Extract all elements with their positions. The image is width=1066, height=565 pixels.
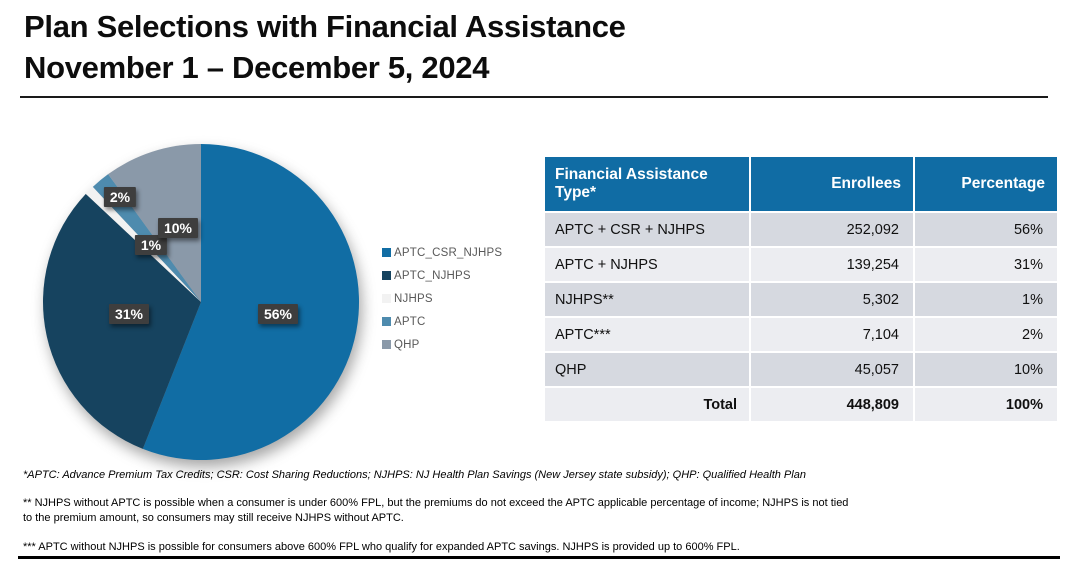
legend-item-njhps: NJHPS bbox=[382, 287, 502, 310]
table-header-row: Financial Assistance Type* Enrollees Per… bbox=[545, 157, 1057, 211]
table-row: NJHPS** 5,302 1% bbox=[545, 283, 1057, 316]
pie-label-aptc-njhps: 31% bbox=[108, 304, 150, 324]
legend-label: APTC_CSR_NJHPS bbox=[394, 246, 503, 259]
cell-total-label: Total bbox=[545, 388, 749, 421]
cell-percentage: 56% bbox=[915, 213, 1057, 246]
cell-type: APTC + CSR + NJHPS bbox=[545, 213, 749, 246]
table-row: APTC + NJHPS 139,254 31% bbox=[545, 248, 1057, 281]
cell-type: APTC + NJHPS bbox=[545, 248, 749, 281]
legend-item-qhp: QHP bbox=[382, 333, 502, 356]
cell-enrollees: 7,104 bbox=[751, 318, 913, 351]
legend-item-aptc: APTC bbox=[382, 310, 502, 333]
cell-enrollees: 5,302 bbox=[751, 283, 913, 316]
page-title-line2: November 1 – December 5, 2024 bbox=[24, 50, 490, 85]
table-row: APTC*** 7,104 2% bbox=[545, 318, 1057, 351]
pie-label-qhp: 10% bbox=[157, 218, 199, 238]
legend-label: APTC bbox=[394, 315, 426, 328]
cell-enrollees: 45,057 bbox=[751, 353, 913, 386]
page-title: Plan Selections with Financial Assistanc… bbox=[24, 6, 626, 88]
legend-swatch-icon bbox=[382, 248, 391, 257]
cell-total-percentage: 100% bbox=[915, 388, 1057, 421]
column-header-enrollees: Enrollees bbox=[751, 157, 913, 211]
pie-legend: APTC_CSR_NJHPS APTC_NJHPS NJHPS APTC QHP bbox=[382, 241, 502, 356]
legend-label: QHP bbox=[394, 338, 420, 351]
footnote-aptc-without-njhps: *** APTC without NJHPS is possible for c… bbox=[23, 541, 740, 553]
cell-type: NJHPS** bbox=[545, 283, 749, 316]
pie-label-aptc-csr-njhps: 56% bbox=[257, 304, 299, 324]
column-header-financial-assistance-type: Financial Assistance Type* bbox=[545, 157, 749, 211]
footnote-definitions: *APTC: Advance Premium Tax Credits; CSR:… bbox=[23, 469, 806, 481]
legend-swatch-icon bbox=[382, 271, 391, 280]
pie-slice-aptc_csr_njhps bbox=[142, 144, 360, 460]
pie-chart: 56% 31% 1% 2% 10% bbox=[41, 142, 361, 462]
cell-enrollees: 139,254 bbox=[751, 248, 913, 281]
legend-swatch-icon bbox=[382, 317, 391, 326]
table-row: APTC + CSR + NJHPS 252,092 56% bbox=[545, 213, 1057, 246]
pie-slice-qhp bbox=[108, 144, 201, 302]
pie-label-njhps: 1% bbox=[134, 235, 168, 255]
legend-item-aptc-csr-njhps: APTC_CSR_NJHPS bbox=[382, 241, 502, 264]
cell-percentage: 10% bbox=[915, 353, 1057, 386]
table-row: QHP 45,057 10% bbox=[545, 353, 1057, 386]
financial-assistance-table: Financial Assistance Type* Enrollees Per… bbox=[543, 155, 1059, 423]
legend-label: APTC_NJHPS bbox=[394, 269, 471, 282]
column-header-percentage: Percentage bbox=[915, 157, 1057, 211]
bottom-divider bbox=[18, 556, 1060, 559]
title-underline bbox=[20, 96, 1048, 98]
cell-percentage: 2% bbox=[915, 318, 1057, 351]
legend-swatch-icon bbox=[382, 340, 391, 349]
pie-svg bbox=[43, 144, 360, 460]
legend-swatch-icon bbox=[382, 294, 391, 303]
cell-total-enrollees: 448,809 bbox=[751, 388, 913, 421]
legend-label: NJHPS bbox=[394, 292, 433, 305]
pie-label-aptc: 2% bbox=[103, 187, 137, 207]
table-total-row: Total 448,809 100% bbox=[545, 388, 1057, 421]
cell-enrollees: 252,092 bbox=[751, 213, 913, 246]
cell-type: APTC*** bbox=[545, 318, 749, 351]
legend-item-aptc-njhps: APTC_NJHPS bbox=[382, 264, 502, 287]
cell-percentage: 1% bbox=[915, 283, 1057, 316]
cell-type: QHP bbox=[545, 353, 749, 386]
cell-percentage: 31% bbox=[915, 248, 1057, 281]
page-title-line1: Plan Selections with Financial Assistanc… bbox=[24, 9, 626, 44]
footnote-njhps-without-aptc: ** NJHPS without APTC is possible when a… bbox=[23, 497, 849, 524]
